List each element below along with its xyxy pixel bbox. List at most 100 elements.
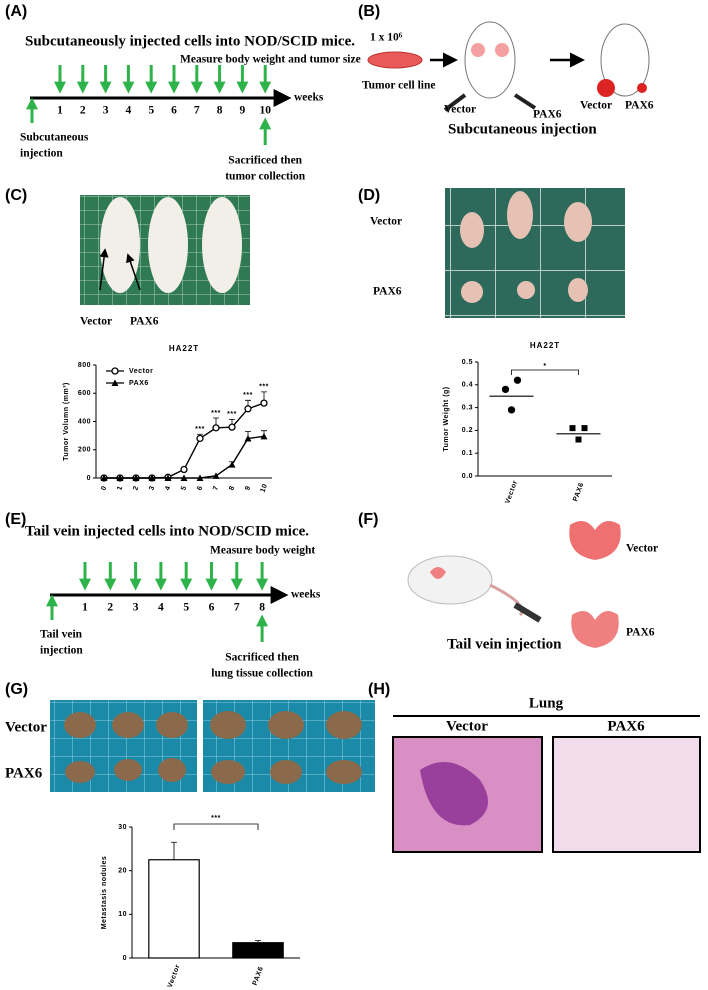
point [228,423,236,431]
mouse [464,21,516,99]
panel-label: (D) [358,187,380,204]
histology-detail [420,762,488,826]
label: PAX6 [625,100,654,112]
timeline-tick: 9 [240,105,246,117]
label: PAX6 [533,109,562,121]
label: Vector [446,718,488,734]
point [260,399,268,407]
label: Vector [626,543,658,555]
point [244,434,252,442]
start-label: Tail vein [40,629,83,641]
label: PAX6 [130,316,159,328]
syringe [513,93,537,110]
y-tick-label: 0.5 [462,359,473,366]
bar [232,942,284,959]
tumor-photo [517,281,535,299]
timeline-tick: 2 [80,105,86,117]
panel-label: (G) [5,681,28,698]
point [501,385,510,394]
syringe [443,93,467,112]
tumor-photo [568,278,588,302]
timeline-tick: 8 [259,602,265,614]
x-tick-label: 2 [132,485,140,492]
timeline-tick: 3 [103,105,109,117]
panel-label: (H) [368,681,390,698]
point [244,405,252,413]
significance: *** [259,384,269,391]
caption: Subcutaneous injection [448,121,597,137]
timeline-unit: weeks [294,92,324,104]
x-tick-label: 10 [260,483,270,494]
panel-title: Subcutaneously injected cells into NOD/S… [25,33,355,49]
bar [148,859,200,959]
point [196,434,204,443]
x-tick-label: 3 [148,485,156,492]
subtitle: Measure body weight [210,545,315,557]
y-tick-label: 0.3 [462,404,473,411]
timeline-tick: 8 [217,105,223,117]
legend-label: Vector [129,368,153,375]
label: Vector [80,316,112,328]
significance: *** [211,815,221,822]
lung-icon [430,567,446,579]
x-tick-label: 9 [244,485,252,492]
x-tick-label: Vector [167,963,182,988]
tumor-photo [507,191,533,239]
arrow [126,253,141,291]
x-tick-label: Vector [504,479,519,504]
timeline-tick: 7 [194,105,200,117]
lung [569,521,621,560]
lung-photos [64,711,362,784]
point [212,472,220,479]
significance: *** [227,411,237,418]
timeline-unit: weeks [291,589,321,601]
panel-title: Tail vein injected cells into NOD/SCID m… [25,523,309,539]
start-label: Subcutaneous [20,132,89,144]
timeline-tick: 4 [158,602,164,614]
label: PAX6 [5,765,43,781]
error-bar [171,841,177,860]
y-tick-label: 0.1 [462,450,473,457]
point [581,425,588,432]
point [212,424,220,432]
mouse [600,23,650,97]
timeline-tick: 5 [183,602,189,614]
y-axis-label: Tumor Volumn (mm³) [63,382,70,461]
timeline-tick: 6 [171,105,177,117]
mouse-photo [202,197,242,293]
mouse-photo [100,197,140,293]
significance-bracket [173,823,259,830]
y-axis-label: Metastasis nodules [101,856,108,930]
y-tick-label: 200 [78,447,91,454]
significance-bracket [511,369,579,375]
arrow [99,248,109,291]
label: PAX6 [607,718,645,734]
significance: *** [211,410,221,417]
x-tick-label: 8 [228,485,236,492]
point [507,406,516,414]
histology-image [392,736,543,853]
y-tick-label: 0.0 [462,473,473,480]
x-tick-label: 6 [196,485,204,492]
y-tick-label: 0.2 [462,427,473,434]
dish [367,51,423,69]
end-label: tumor collection [225,171,306,183]
point [513,376,522,384]
point [180,465,188,474]
timeline-tick: 5 [148,105,154,117]
y-tick-label: 600 [78,390,91,397]
timeline-tick: 10 [259,105,271,117]
y-tick-label: 10 [118,911,127,918]
mouse-photo [148,197,188,293]
tumor [597,79,615,97]
mouse-mark [495,43,509,57]
timeline-tick: 1 [57,105,63,117]
subtitle: Measure body weight and tumor size [180,54,361,66]
end-label: Sacrificed then [228,155,302,167]
point [148,474,156,481]
chart-title: HA22T [169,344,199,353]
label: PAX6 [626,627,655,639]
y-tick-label: 0 [123,955,127,962]
syringe [513,602,542,623]
